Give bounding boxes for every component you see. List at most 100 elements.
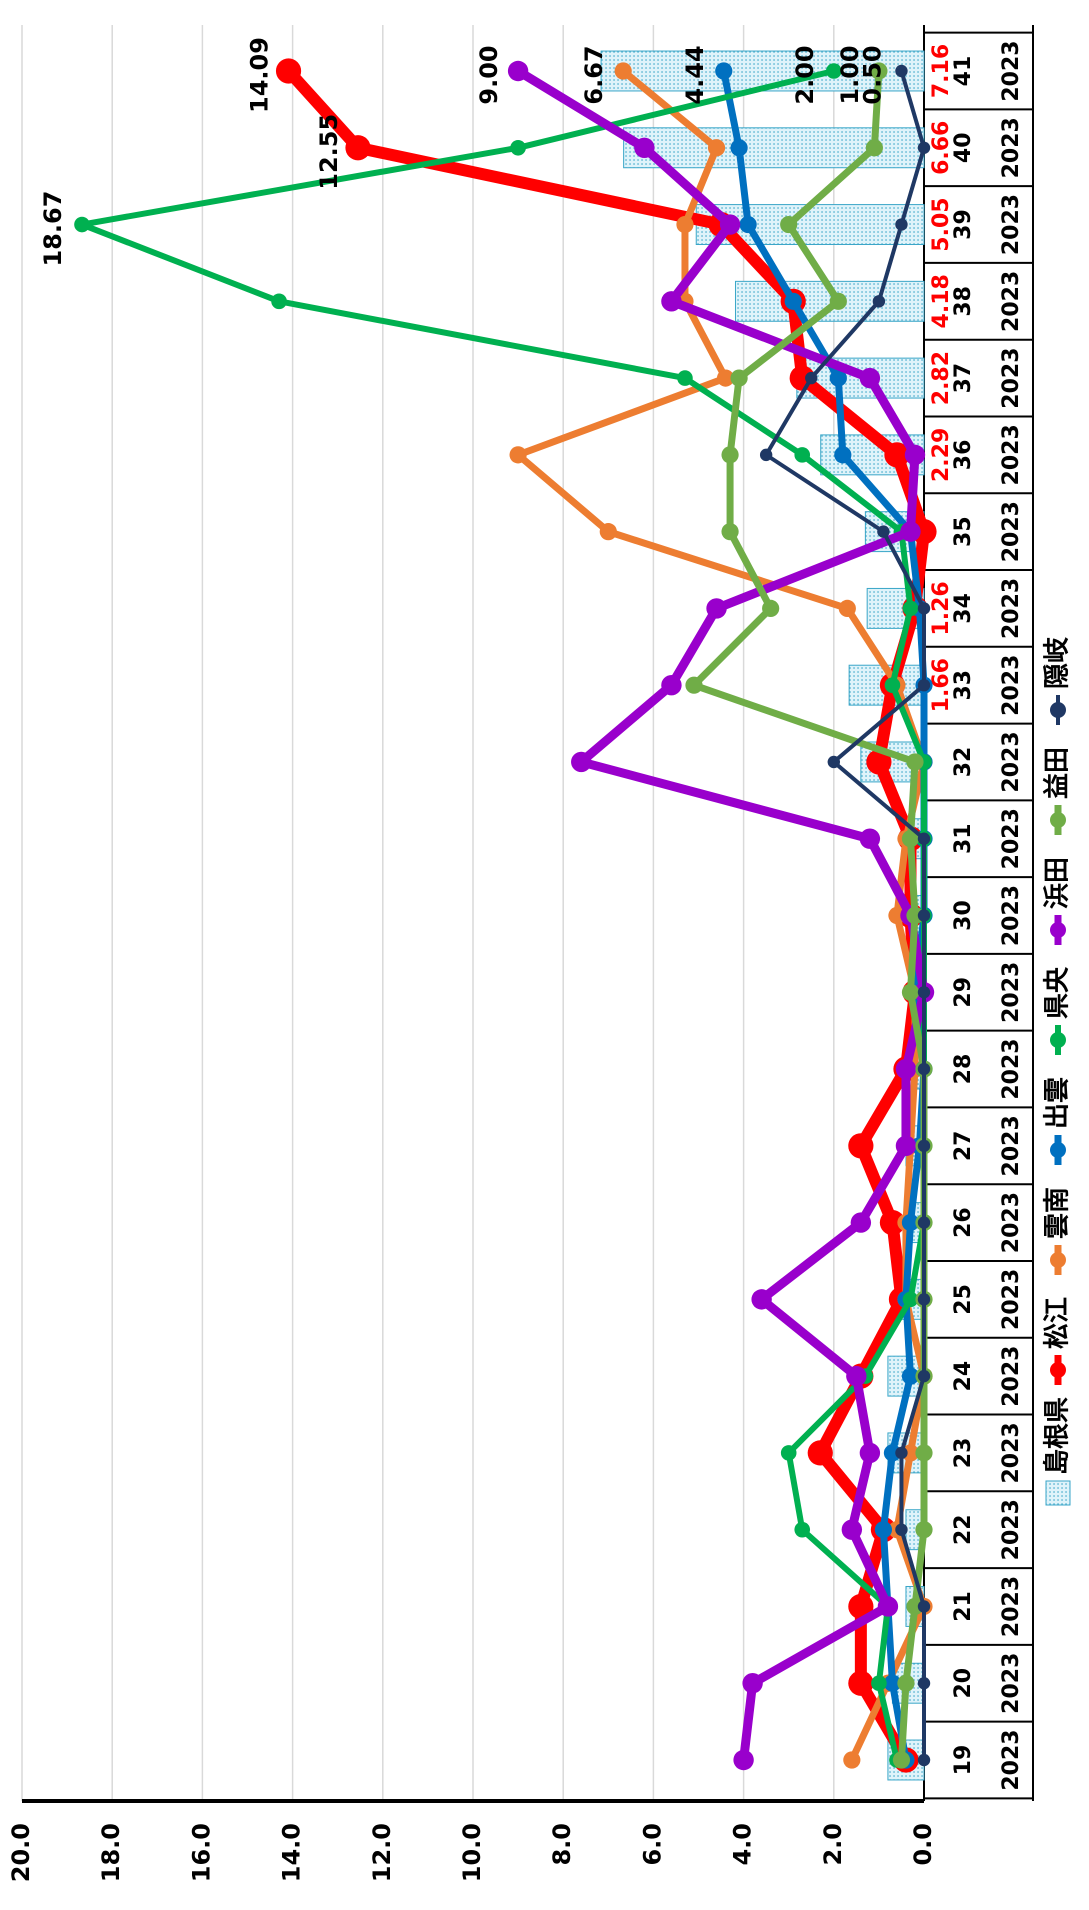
legend-label: 隠岐 bbox=[1043, 637, 1073, 689]
bar-value-label: 1.66 bbox=[929, 658, 954, 712]
year-label: 2023 bbox=[999, 1269, 1024, 1330]
series-marker bbox=[807, 1440, 833, 1466]
x-tick-label: 40 bbox=[951, 132, 976, 163]
series-marker bbox=[794, 1521, 811, 1538]
series-marker bbox=[685, 676, 703, 694]
y-tick-label: 16.0 bbox=[187, 1823, 215, 1882]
series-marker bbox=[895, 218, 908, 231]
series-marker bbox=[707, 139, 726, 157]
year-label: 2023 bbox=[999, 1729, 1024, 1790]
x-tick-label: 22 bbox=[951, 1514, 976, 1545]
x-tick-label: 33 bbox=[951, 670, 976, 701]
year-label: 2023 bbox=[999, 117, 1024, 178]
legend-marker bbox=[1050, 1362, 1066, 1378]
series-marker bbox=[865, 139, 883, 157]
series-marker bbox=[917, 986, 931, 999]
legend-label: 益田 bbox=[1043, 747, 1073, 799]
series-marker bbox=[599, 523, 617, 541]
legend-marker bbox=[1050, 1032, 1066, 1048]
series-marker bbox=[661, 674, 682, 696]
x-tick-label: 20 bbox=[951, 1668, 976, 1699]
series-marker bbox=[719, 214, 741, 235]
legend-marker bbox=[1050, 922, 1066, 938]
series-line bbox=[284, 66, 930, 1764]
x-tick-label: 35 bbox=[951, 516, 976, 547]
series-marker bbox=[751, 1289, 772, 1310]
year-label: 2023 bbox=[999, 1499, 1024, 1560]
series-marker bbox=[906, 906, 924, 925]
point-value-label: 2.00 bbox=[791, 45, 819, 104]
year-label: 2023 bbox=[999, 424, 1024, 485]
legend-label: 県央 bbox=[1043, 966, 1073, 1019]
x-tick-label: 32 bbox=[951, 747, 976, 778]
legend-marker bbox=[1050, 1142, 1066, 1158]
series-marker bbox=[848, 1593, 874, 1620]
x-tick-label: 24 bbox=[951, 1361, 976, 1392]
point-value-label: 0.50 bbox=[858, 45, 886, 104]
year-label: 2023 bbox=[999, 1422, 1024, 1483]
y-tick-label: 8.0 bbox=[548, 1823, 576, 1866]
point-value-label: 18.67 bbox=[39, 191, 67, 267]
x-tick-label: 39 bbox=[951, 209, 976, 240]
year-label: 2023 bbox=[999, 1346, 1024, 1407]
series-marker bbox=[892, 1751, 911, 1769]
series-marker bbox=[877, 525, 890, 538]
series-marker bbox=[859, 367, 881, 389]
series-marker bbox=[706, 598, 727, 619]
bar-value-label: 6.66 bbox=[929, 121, 954, 175]
year-label: 2023 bbox=[999, 962, 1024, 1023]
year-label: 2023 bbox=[999, 271, 1024, 332]
series-marker bbox=[895, 1058, 917, 1080]
series-marker bbox=[733, 1749, 754, 1771]
series-marker bbox=[721, 523, 739, 541]
y-tick-label: 20.0 bbox=[7, 1823, 35, 1882]
y-tick-label: 4.0 bbox=[729, 1823, 757, 1866]
x-tick-label: 29 bbox=[951, 977, 976, 1008]
year-label: 2023 bbox=[999, 1576, 1024, 1637]
series-marker bbox=[900, 521, 921, 542]
series-marker bbox=[884, 442, 910, 468]
series-marker bbox=[895, 1135, 917, 1157]
x-tick-label: 38 bbox=[951, 286, 976, 317]
series-marker bbox=[780, 1445, 797, 1461]
year-label: 2023 bbox=[999, 655, 1024, 716]
x-tick-label: 36 bbox=[951, 440, 976, 471]
legend-marker bbox=[1050, 702, 1066, 718]
series-marker bbox=[897, 1674, 915, 1692]
series-marker bbox=[870, 62, 888, 80]
series-marker bbox=[784, 292, 802, 310]
series-marker bbox=[834, 446, 852, 464]
x-tick-label: 23 bbox=[951, 1438, 976, 1469]
legend-label: 雲南 bbox=[1043, 1187, 1073, 1239]
x-tick-label: 31 bbox=[951, 823, 976, 854]
series-marker bbox=[74, 216, 90, 233]
series-marker bbox=[571, 751, 592, 773]
series-marker bbox=[917, 1369, 931, 1383]
series-marker bbox=[901, 1213, 920, 1232]
series-marker bbox=[917, 1293, 931, 1306]
series-marker bbox=[846, 1365, 867, 1387]
y-tick-label: 2.0 bbox=[819, 1823, 847, 1866]
legend-label: 島根県 bbox=[1043, 1397, 1073, 1475]
year-label: 2023 bbox=[999, 1038, 1024, 1099]
year-label: 2023 bbox=[999, 1653, 1024, 1714]
series-marker bbox=[879, 1209, 906, 1236]
series-marker bbox=[895, 1523, 908, 1536]
series-marker bbox=[345, 135, 371, 161]
point-value-label: 1.00 bbox=[836, 45, 864, 104]
series-marker bbox=[275, 58, 302, 84]
bar-value-label: 2.82 bbox=[929, 351, 954, 405]
series-marker bbox=[510, 139, 526, 156]
series-marker bbox=[883, 1444, 902, 1462]
legend-label: 浜田 bbox=[1043, 857, 1073, 909]
series-marker bbox=[917, 602, 931, 615]
series-marker bbox=[895, 1446, 908, 1460]
series-marker bbox=[730, 369, 748, 387]
series-marker bbox=[509, 446, 527, 464]
series-marker bbox=[841, 1519, 863, 1540]
series-marker bbox=[917, 1139, 931, 1153]
series-marker bbox=[917, 832, 931, 845]
series-marker bbox=[901, 830, 920, 848]
series-marker bbox=[762, 599, 780, 618]
